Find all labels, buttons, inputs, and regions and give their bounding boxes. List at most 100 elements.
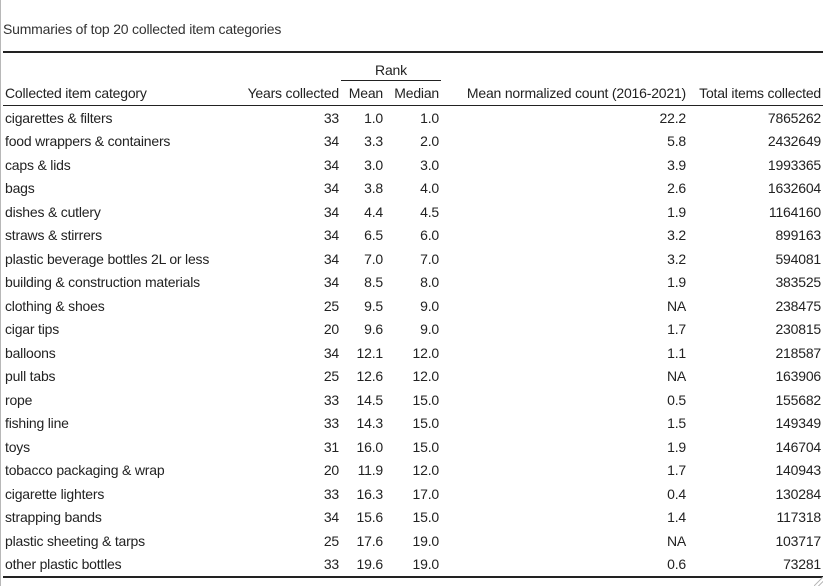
resize-grip-icon[interactable] bbox=[814, 577, 823, 586]
median-rank-cell: 9.0 bbox=[420, 297, 439, 314]
table-row: tobacco packaging & wrap 20 11.9 12.0 1.7 140… bbox=[3, 459, 823, 483]
years-cell: 34 bbox=[323, 133, 339, 150]
spanner-row: Rank bbox=[3, 52, 823, 81]
column-header-median: Median bbox=[385, 80, 441, 106]
category-cell: rope bbox=[5, 391, 33, 408]
spanner-blank bbox=[235, 52, 341, 81]
median-rank-cell: 19.0 bbox=[412, 532, 440, 549]
table-row: strapping bands 34 15.6 15.0 1.4 117318 bbox=[3, 506, 823, 530]
years-cell: 33 bbox=[235, 552, 341, 578]
years-cell: 20 bbox=[323, 321, 339, 338]
mean-rank-cell: 7.0 bbox=[364, 250, 383, 267]
normalized-count-cell: 1.9 bbox=[667, 438, 686, 455]
total-items-cell: 117318 bbox=[776, 509, 822, 526]
years-cell: 34 bbox=[323, 156, 339, 173]
total-items-cell: 1993365 bbox=[767, 156, 821, 173]
normalized-count-cell: 0.5 bbox=[667, 391, 686, 408]
table-row: dishes & cutlery 34 4.4 4.5 1.9 1164160 bbox=[3, 200, 823, 224]
mean-rank-cell: 17.6 bbox=[356, 532, 384, 549]
table-row: straws & stirrers 34 6.5 6.0 3.2 899163 bbox=[3, 224, 823, 248]
mean-rank-cell: 12.1 bbox=[356, 344, 384, 361]
years-cell: 33 bbox=[323, 485, 339, 502]
normalized-count-cell: 1.7 bbox=[667, 321, 686, 338]
category-cell: caps & lids bbox=[5, 156, 71, 173]
normalized-count-cell: 2.6 bbox=[667, 180, 686, 197]
category-cell: tobacco packaging & wrap bbox=[5, 462, 165, 479]
mean-rank-cell: 15.6 bbox=[356, 509, 384, 526]
total-items-cell: 149349 bbox=[775, 415, 821, 432]
table-row: toys 31 16.0 15.0 1.9 146704 bbox=[3, 435, 823, 459]
column-header-row: Collected item category Years collected … bbox=[3, 80, 823, 106]
total-items-cell: 130284 bbox=[775, 485, 821, 502]
total-items-cell: 103717 bbox=[775, 532, 821, 549]
total-items-cell: 230815 bbox=[775, 321, 821, 338]
normalized-count-cell: 1.7 bbox=[667, 462, 686, 479]
median-rank-cell: 15.0 bbox=[412, 391, 440, 408]
years-cell: 34 bbox=[323, 203, 339, 220]
median-rank-cell: 19.0 bbox=[385, 552, 441, 578]
table-row: pull tabs 25 12.6 12.0 NA 163906 bbox=[3, 365, 823, 389]
table-row: food wrappers & containers 34 3.3 2.0 5.8 243… bbox=[3, 130, 823, 154]
median-rank-cell: 7.0 bbox=[420, 250, 439, 267]
median-rank-cell: 12.0 bbox=[412, 344, 440, 361]
median-rank-cell: 12.0 bbox=[412, 462, 440, 479]
total-items-cell: 163906 bbox=[775, 368, 821, 385]
median-rank-cell: 8.0 bbox=[420, 274, 439, 291]
normalized-count-cell: 3.9 bbox=[667, 156, 686, 173]
table-caption: Summaries of top 20 collected item categ… bbox=[3, 21, 282, 37]
column-header-normalized: Mean normalized count (2016-2021) bbox=[441, 80, 688, 106]
category-cell: other plastic bottles bbox=[3, 552, 235, 578]
median-rank-cell: 4.0 bbox=[420, 180, 439, 197]
table-row: cigar tips 20 9.6 9.0 1.7 230815 bbox=[3, 318, 823, 342]
years-cell: 33 bbox=[323, 391, 339, 408]
table-row: other plastic bottles 33 19.6 19.0 0.6 73281 bbox=[3, 552, 823, 578]
normalized-count-cell: 1.9 bbox=[667, 203, 686, 220]
normalized-count-cell: 0.4 bbox=[667, 485, 686, 502]
years-cell: 25 bbox=[323, 368, 339, 385]
category-cell: clothing & shoes bbox=[5, 297, 105, 314]
normalized-count-cell: 3.2 bbox=[667, 227, 686, 244]
years-cell: 34 bbox=[323, 274, 339, 291]
median-rank-cell: 1.0 bbox=[420, 109, 439, 126]
mean-rank-cell: 1.0 bbox=[364, 109, 383, 126]
summary-table: Rank Collected item category Years colle… bbox=[3, 51, 823, 578]
total-items-cell: 73281 bbox=[688, 552, 823, 578]
total-items-cell: 383525 bbox=[775, 274, 821, 291]
mean-rank-cell: 8.5 bbox=[364, 274, 383, 291]
category-cell: pull tabs bbox=[5, 368, 56, 385]
category-cell: cigarette lighters bbox=[5, 485, 105, 502]
median-rank-cell: 15.0 bbox=[412, 415, 440, 432]
years-cell: 34 bbox=[323, 250, 339, 267]
normalized-count-cell: 1.4 bbox=[667, 509, 686, 526]
mean-rank-cell: 14.3 bbox=[356, 415, 384, 432]
rank-spanner: Rank bbox=[341, 52, 441, 81]
normalized-count-cell: NA bbox=[666, 368, 686, 385]
spanner-blank bbox=[441, 52, 688, 81]
years-cell: 34 bbox=[323, 180, 339, 197]
column-header-total: Total items collected bbox=[688, 80, 823, 106]
total-items-cell: 238475 bbox=[775, 297, 821, 314]
years-cell: 34 bbox=[323, 227, 339, 244]
years-cell: 31 bbox=[323, 438, 339, 455]
table-row: fishing line 33 14.3 15.0 1.5 149349 bbox=[3, 412, 823, 436]
category-cell: toys bbox=[5, 438, 30, 455]
median-rank-cell: 6.0 bbox=[420, 227, 439, 244]
years-cell: 33 bbox=[323, 415, 339, 432]
mean-rank-cell: 14.5 bbox=[356, 391, 384, 408]
median-rank-cell: 9.0 bbox=[420, 321, 439, 338]
category-cell: food wrappers & containers bbox=[5, 133, 171, 150]
table-row: cigarette lighters 33 16.3 17.0 0.4 130284 bbox=[3, 482, 823, 506]
normalized-count-cell: 22.2 bbox=[659, 109, 687, 126]
mean-rank-cell: 16.3 bbox=[356, 485, 384, 502]
table-row: plastic beverage bottles 2L or less 34 7.0… bbox=[3, 247, 823, 271]
mean-rank-cell: 3.3 bbox=[364, 133, 383, 150]
median-rank-cell: 4.5 bbox=[420, 203, 439, 220]
years-cell: 33 bbox=[323, 109, 339, 126]
mean-rank-cell: 6.5 bbox=[364, 227, 383, 244]
mean-rank-cell: 11.9 bbox=[357, 462, 384, 479]
median-rank-cell: 15.0 bbox=[412, 509, 440, 526]
mean-rank-cell: 16.0 bbox=[356, 438, 384, 455]
mean-rank-cell: 19.6 bbox=[341, 552, 385, 578]
table-row: bags 34 3.8 4.0 2.6 1632604 bbox=[3, 177, 823, 201]
